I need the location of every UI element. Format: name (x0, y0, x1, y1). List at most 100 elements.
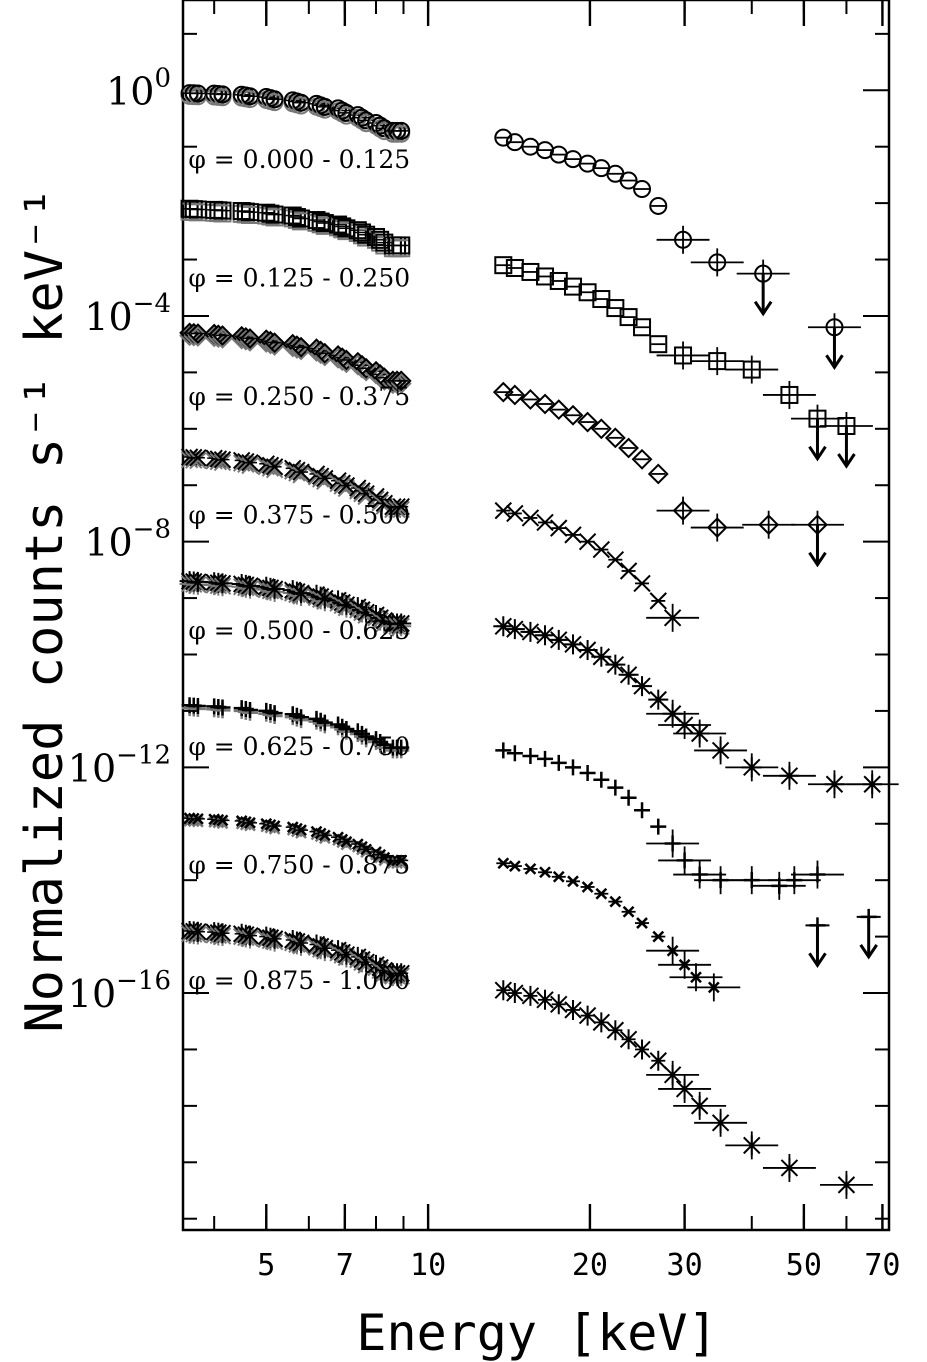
data-point (606, 299, 625, 318)
series-5 (179, 571, 899, 799)
data-point (620, 789, 637, 806)
data-point-grey (213, 453, 232, 472)
data-point (690, 971, 702, 984)
data-point (674, 346, 693, 365)
data-point (604, 427, 626, 449)
data-point (593, 771, 610, 788)
y-tick-label: 100 (106, 63, 171, 113)
data-point-grey (265, 460, 284, 479)
data-point (290, 336, 312, 358)
x-tick-label: 20 (572, 1248, 608, 1283)
data-point (741, 757, 762, 778)
data-point (392, 236, 411, 255)
series-8 (180, 920, 873, 1199)
data-point (239, 328, 261, 349)
phase-label: φ = 0.000 - 0.125 (188, 145, 410, 174)
y-tick-label: 10−16 (68, 966, 171, 1016)
upper-limit-arrowhead (808, 551, 827, 568)
data-point (710, 740, 731, 761)
data-point (649, 335, 668, 354)
data-point (264, 332, 286, 354)
data-point (666, 944, 679, 957)
upper-limit-arrowhead (808, 952, 827, 969)
data-point (607, 779, 624, 796)
data-point (619, 308, 638, 327)
y-axis-title: Normalized counts s⁻¹ keV⁻¹ (15, 187, 75, 1032)
data-point (706, 517, 728, 538)
data-point (590, 418, 612, 440)
data-point (690, 1095, 709, 1116)
data-point-grey (189, 451, 207, 470)
data-point (564, 999, 582, 1020)
data-point (578, 1005, 597, 1026)
series-2 (180, 199, 873, 469)
data-point (337, 103, 356, 122)
data-point (522, 748, 539, 765)
data-point (591, 646, 612, 667)
data-point (213, 201, 232, 220)
data-point (520, 389, 541, 410)
data-point (595, 887, 608, 900)
data-point (674, 230, 693, 249)
data-point (550, 994, 568, 1015)
data-point (605, 654, 626, 675)
data-point-grey (288, 464, 306, 482)
data-point (648, 689, 669, 710)
x-tick-label: 7 (336, 1248, 354, 1283)
data-point (758, 514, 780, 536)
data-point (315, 214, 334, 233)
data-point (187, 323, 209, 345)
data-point (650, 818, 667, 835)
data-point (633, 1039, 651, 1060)
data-point (649, 196, 668, 215)
data-point-grey (209, 453, 228, 471)
x-axis-ticks: 5 7 10 20 30 50 70 (213, 0, 900, 1283)
upper-limit-arrowhead (753, 300, 773, 317)
x-axis-title: Energy [keV] (356, 1304, 717, 1362)
data-point (265, 205, 284, 224)
data-point (521, 509, 540, 527)
data-point (632, 676, 653, 697)
y-tick-label: 10−8 (84, 515, 171, 565)
data-point (779, 765, 800, 786)
phase-label: φ = 0.875 - 1.000 (188, 966, 410, 995)
data-point (536, 513, 554, 532)
data-point (708, 253, 727, 272)
data-point (633, 318, 652, 337)
data-point (606, 1020, 625, 1041)
data-point (552, 870, 565, 883)
data-point (494, 256, 513, 275)
data-point (390, 370, 412, 392)
data-point-grey (261, 459, 280, 477)
data-point (663, 609, 682, 627)
data-point (606, 550, 625, 569)
series-1 (180, 84, 861, 370)
data-point (743, 1135, 761, 1156)
series-4 (180, 448, 700, 632)
data-point (534, 393, 556, 415)
data-point (212, 325, 233, 346)
plot-frame (181, 0, 891, 1232)
data-point (633, 574, 651, 593)
data-point (550, 519, 568, 537)
data-point (539, 866, 551, 879)
data-point (743, 872, 760, 889)
data-point (592, 540, 611, 559)
upper-limit-arrowhead (808, 445, 827, 462)
data-point (315, 97, 334, 116)
data-point (636, 917, 648, 929)
data-point (506, 504, 524, 523)
data-point (742, 360, 761, 379)
data-point (647, 463, 669, 485)
data-point (663, 1064, 682, 1085)
data-point (711, 1112, 730, 1133)
data-point (707, 981, 720, 994)
data-point (633, 180, 652, 199)
data-point (392, 121, 411, 140)
data-point (649, 1050, 667, 1071)
data-point (689, 723, 710, 744)
data-point (619, 171, 638, 190)
series-6 (181, 697, 844, 900)
data-point (536, 989, 554, 1010)
data-point (314, 342, 336, 364)
